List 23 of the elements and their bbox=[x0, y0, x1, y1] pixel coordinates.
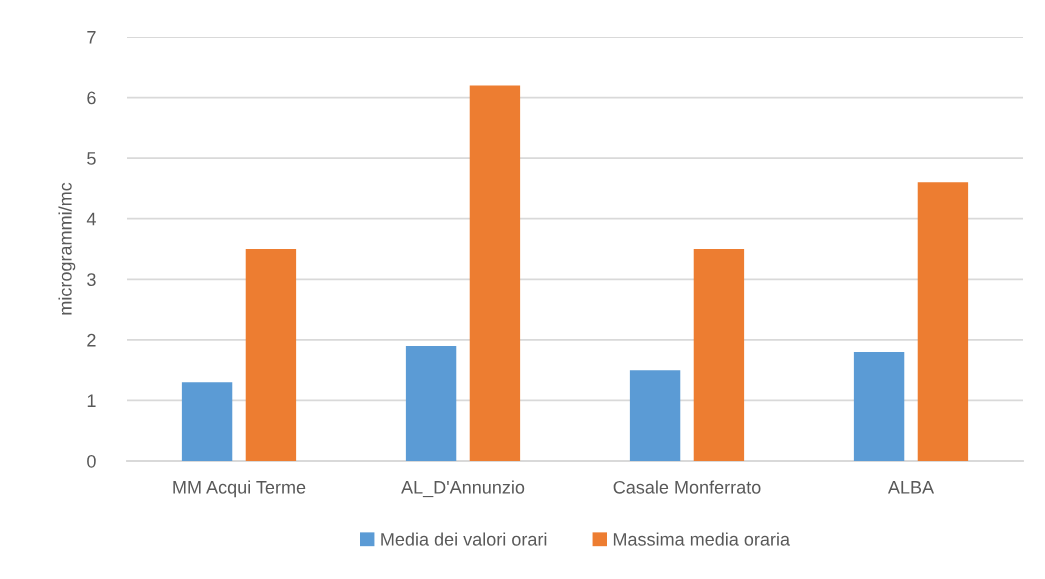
y-tick-label: 6 bbox=[87, 91, 96, 105]
bar bbox=[853, 351, 905, 461]
y-tick-label: 4 bbox=[86, 212, 96, 226]
y-tick-label: 7 bbox=[87, 31, 96, 44]
bar bbox=[693, 249, 745, 461]
y-tick-label: 5 bbox=[87, 152, 96, 165]
y-axis-title: microgrammi/mc bbox=[58, 182, 76, 315]
y-tick-label: 0 bbox=[87, 454, 96, 468]
bar bbox=[469, 85, 521, 461]
bar bbox=[245, 249, 297, 461]
bar bbox=[917, 182, 969, 461]
y-tick-label: 1 bbox=[87, 394, 96, 407]
x-tick-label: AL_D'Annunzio bbox=[401, 480, 525, 498]
bar bbox=[181, 382, 233, 461]
y-tick-label: 2 bbox=[87, 333, 96, 347]
x-tick-label: MM Acqui Terme bbox=[173, 480, 306, 498]
y-tick-label: 3 bbox=[87, 273, 96, 287]
bar bbox=[405, 345, 457, 461]
x-tick-label: ALBA bbox=[887, 481, 935, 494]
legend-label: Media dei valori orari bbox=[381, 532, 547, 546]
x-tick-label: Casale Monferrato bbox=[613, 480, 761, 494]
bar bbox=[629, 370, 681, 461]
legend-label: Massima media oraria bbox=[613, 532, 791, 546]
